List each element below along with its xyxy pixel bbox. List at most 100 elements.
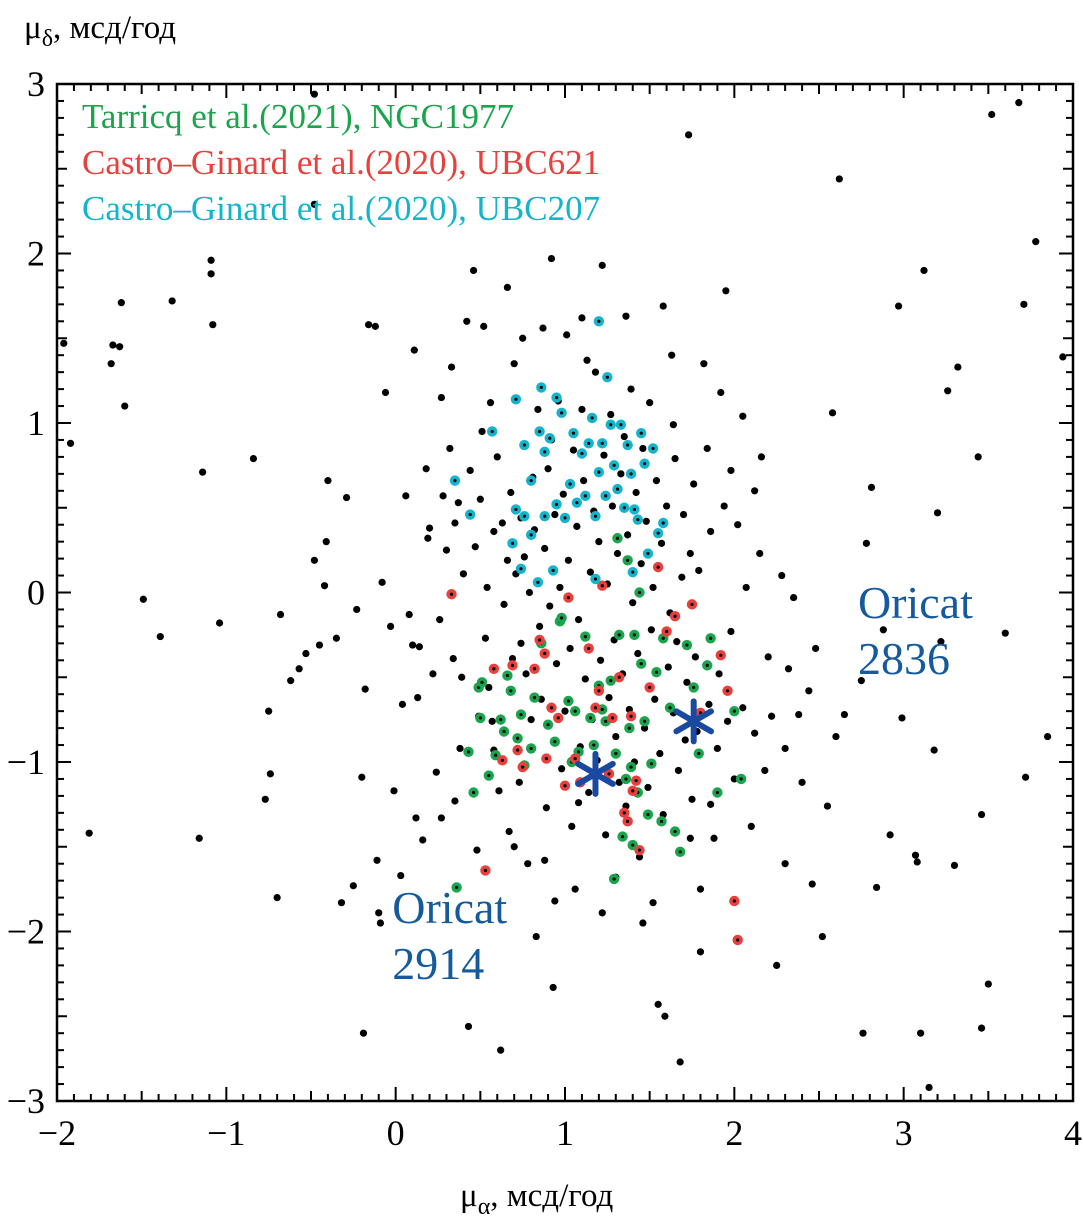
star-point — [451, 519, 459, 527]
star-point — [458, 673, 466, 681]
star-point — [615, 778, 623, 786]
star-point — [473, 846, 481, 854]
star-point — [656, 749, 664, 758]
star-point — [646, 399, 654, 407]
star-point — [332, 634, 340, 642]
star-point — [519, 334, 527, 342]
star-point — [669, 421, 677, 429]
star-point — [823, 802, 832, 810]
star-point — [287, 677, 295, 685]
series-1-point-center — [499, 718, 503, 722]
series-3-point-center — [538, 429, 542, 434]
star-point — [950, 861, 959, 869]
series-3-point-center — [651, 446, 655, 451]
star-point — [405, 610, 413, 619]
star-point — [647, 626, 655, 634]
star-point — [640, 724, 649, 732]
star-point — [835, 175, 843, 183]
star-point — [654, 1000, 662, 1008]
series-3-point-center — [600, 441, 604, 445]
series-2-point-center — [532, 667, 537, 671]
series-3-point-center — [536, 580, 540, 584]
star-point — [730, 775, 738, 783]
star-point — [622, 312, 630, 320]
series-3-point-center — [646, 551, 650, 556]
series-2-point-center — [631, 789, 635, 793]
series-1-point-center — [709, 636, 713, 640]
star-point — [525, 588, 534, 597]
series-3-point-center — [529, 533, 533, 537]
star-point — [386, 622, 395, 631]
star-point — [674, 766, 683, 775]
x-tick-label: −2 — [38, 1113, 76, 1153]
star-point — [409, 641, 417, 649]
star-point — [715, 670, 723, 678]
star-point — [107, 360, 115, 368]
series-3-point-center — [604, 494, 608, 498]
star-point — [586, 568, 595, 576]
star-point — [596, 656, 605, 664]
series-2-point-center — [483, 868, 488, 873]
star-point — [559, 490, 567, 498]
star-point — [617, 470, 625, 478]
star-point — [571, 885, 579, 893]
series-1-point-center — [573, 709, 577, 713]
series-1-point-center — [678, 850, 682, 854]
series-1-point-center — [592, 743, 596, 747]
series-1-point-center — [632, 633, 637, 637]
star-point — [549, 983, 557, 992]
star-point — [215, 619, 224, 627]
star-point — [664, 663, 672, 671]
star-point — [773, 961, 781, 970]
star-point — [984, 980, 992, 988]
star-point — [879, 626, 887, 634]
star-point — [722, 287, 730, 295]
star-point — [1001, 629, 1009, 637]
oricat-label-2-line-1: Oricat — [858, 577, 973, 628]
star-point — [566, 644, 574, 653]
star-point — [781, 860, 789, 868]
star-point — [649, 583, 657, 592]
star-point — [209, 321, 217, 329]
star-point — [451, 797, 459, 805]
star-point — [696, 948, 705, 956]
series-3-point-center — [590, 416, 594, 420]
star-point — [747, 822, 755, 831]
star-point — [930, 746, 938, 754]
star-point — [547, 254, 556, 263]
y-tick-label: 1 — [27, 403, 45, 443]
star-point — [295, 665, 303, 673]
star-point — [595, 538, 603, 546]
star-point — [734, 521, 742, 529]
star-point — [542, 804, 550, 812]
star-point — [608, 502, 617, 510]
series-1-point-center — [583, 634, 587, 639]
series-3-point-center — [551, 568, 555, 573]
star-point — [598, 261, 606, 269]
series-2-point-center — [690, 602, 694, 606]
series-2-point-center — [626, 819, 630, 823]
star-point — [390, 787, 398, 795]
series-1-point-center — [624, 777, 628, 781]
star-point — [424, 534, 432, 542]
star-point — [974, 453, 982, 461]
series-1-point-center — [661, 636, 665, 640]
series-2-point-center — [622, 811, 626, 815]
series-1-point-center — [627, 726, 631, 730]
star-point — [917, 1029, 925, 1037]
series-1-point-center — [478, 716, 482, 720]
series-3-point-center — [510, 541, 515, 545]
star-point — [867, 483, 876, 492]
star-point — [707, 800, 715, 808]
series-2-point-center — [587, 646, 591, 651]
series-3-point-center — [631, 570, 635, 574]
series-3-point-center — [548, 436, 552, 440]
star-point — [644, 783, 652, 792]
star-point — [552, 660, 561, 668]
star-point — [536, 622, 544, 631]
star-point — [612, 732, 620, 741]
star-point — [488, 717, 496, 725]
star-point — [534, 405, 542, 414]
star-point — [668, 351, 676, 359]
